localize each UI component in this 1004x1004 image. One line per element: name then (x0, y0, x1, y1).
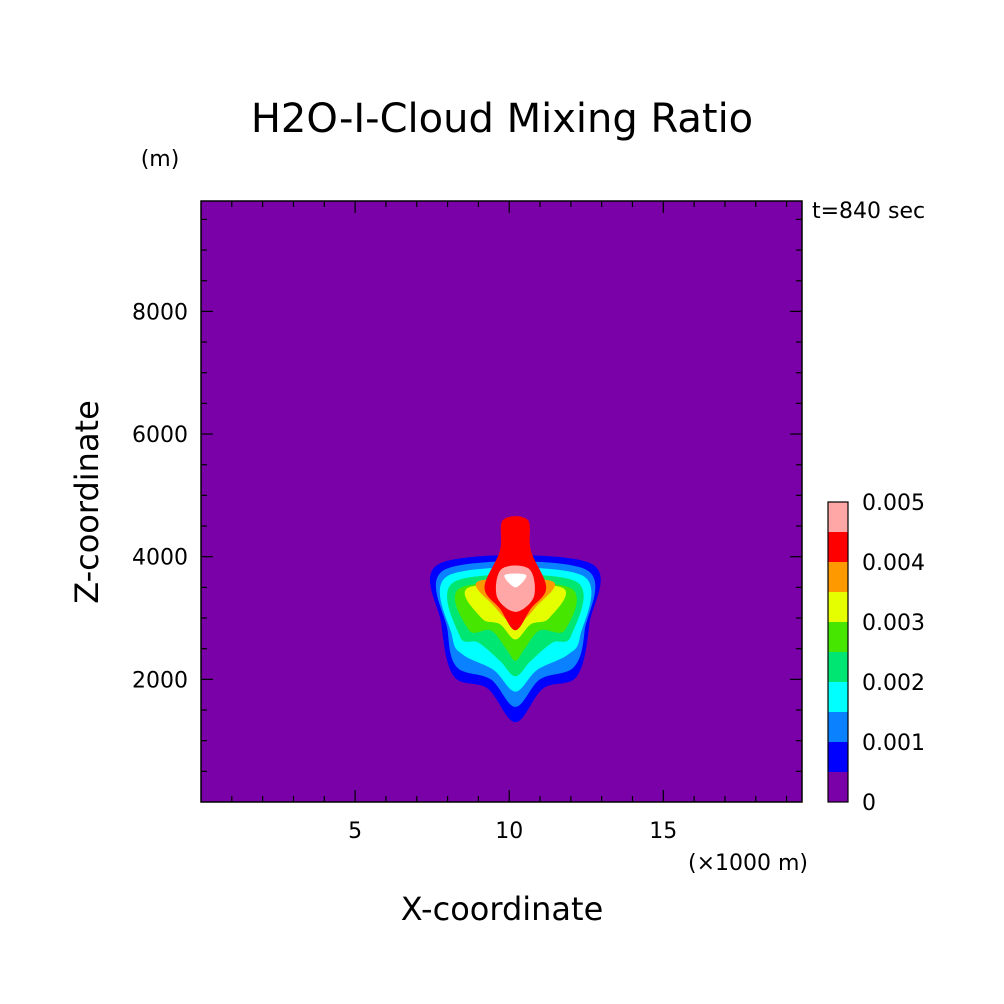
y-axis-ticks: 2000 4000 6000 8000 (132, 218, 802, 772)
colorbar-swatch (828, 622, 848, 652)
colorbar-tick-label: 0.004 (862, 551, 925, 576)
time-label: t=840 sec (812, 199, 925, 224)
colorbar-swatch (828, 772, 848, 802)
colorbar-tick-label: 0.002 (862, 671, 925, 696)
x-tick-label: 5 (348, 819, 362, 844)
colorbar-tick-label: 0 (862, 791, 876, 816)
y-tick-label: 8000 (132, 300, 188, 325)
colorbar-swatch (828, 592, 848, 622)
colorbar-swatch (828, 562, 848, 592)
plot-background (201, 201, 802, 802)
colorbar: 0 0.001 0.002 0.003 0.004 0.005 (827, 491, 925, 816)
colorbar-tick-label: 0.003 (862, 611, 925, 636)
x-axis-unit: (×1000 m) (688, 851, 808, 876)
colorbar-swatch (828, 502, 848, 532)
colorbar-swatch (828, 712, 848, 742)
x-axis-label: X-coordinate (401, 890, 604, 928)
y-tick-label: 6000 (132, 423, 188, 448)
plot-area (200, 200, 803, 803)
y-axis-unit: (m) (141, 147, 180, 172)
colorbar-swatch (828, 682, 848, 712)
y-tick-label: 4000 (132, 546, 188, 571)
contour-region-0.005 (504, 573, 527, 588)
chart-title: H2O-I-Cloud Mixing Ratio (251, 96, 753, 142)
colorbar-swatch (828, 532, 848, 562)
colorbar-tick-label: 0.001 (862, 731, 925, 756)
y-tick-label: 2000 (132, 668, 188, 693)
y-axis-label: Z-coordinate (68, 400, 106, 604)
colorbar-tick-label: 0.005 (862, 491, 925, 516)
x-tick-label: 15 (649, 819, 677, 844)
plot-frame (200, 200, 803, 803)
x-axis-ticks: 5 10 15 (231, 201, 788, 844)
colorbar-frame (827, 501, 849, 803)
x-tick-label: 10 (495, 819, 523, 844)
colorbar-swatch (828, 652, 848, 682)
colorbar-swatch (828, 742, 848, 772)
